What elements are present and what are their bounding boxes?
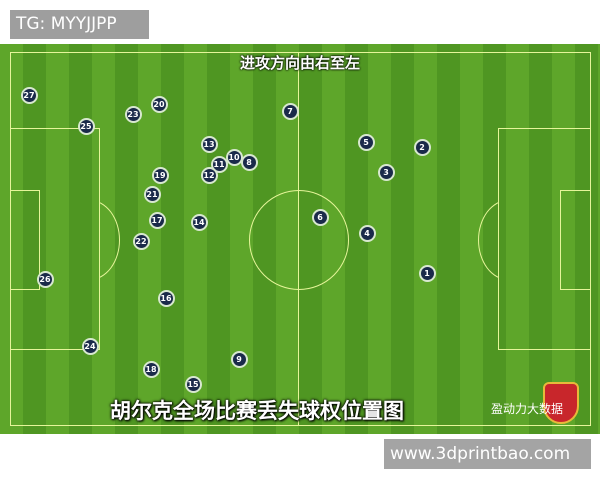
- player-marker: 15: [184, 375, 202, 393]
- center-circle: [249, 190, 349, 290]
- player-marker: 27: [20, 86, 38, 104]
- left-goal-area: [10, 190, 40, 290]
- attack-direction-label: 进攻方向由右至左: [239, 54, 360, 72]
- player-marker: 3: [377, 163, 395, 181]
- player-marker: 26: [36, 270, 54, 288]
- player-marker: 23: [124, 105, 142, 123]
- club-logo: [543, 382, 579, 424]
- player-marker: 22: [132, 232, 150, 250]
- player-marker: 12: [200, 166, 218, 184]
- player-marker: 20: [150, 95, 168, 113]
- chart-caption: 胡尔克全场比赛丢失球权位置图: [110, 399, 404, 423]
- player-marker: 1: [418, 264, 436, 282]
- right-goal-area: [560, 190, 591, 290]
- player-marker: 24: [81, 337, 99, 355]
- player-marker: 21: [143, 185, 161, 203]
- player-marker: 6: [311, 208, 329, 226]
- player-marker: 14: [190, 213, 208, 231]
- player-marker: 8: [240, 153, 258, 171]
- player-marker: 4: [358, 224, 376, 242]
- player-marker: 10: [225, 148, 243, 166]
- player-marker: 16: [157, 289, 175, 307]
- player-marker: 2: [413, 138, 431, 156]
- player-marker: 25: [77, 117, 95, 135]
- football-pitch: [0, 44, 600, 434]
- tag-label: TG: MYYJJPP: [10, 10, 149, 39]
- player-marker: 19: [151, 166, 169, 184]
- brand-label: 盈动力大数据: [491, 402, 564, 416]
- player-marker: 13: [200, 135, 218, 153]
- player-marker: 18: [142, 360, 160, 378]
- player-marker: 7: [281, 102, 299, 120]
- player-marker: 17: [148, 211, 166, 229]
- player-marker: 5: [357, 133, 375, 151]
- player-marker: 9: [230, 350, 248, 368]
- watermark: www.3dprintbao.com: [384, 439, 591, 469]
